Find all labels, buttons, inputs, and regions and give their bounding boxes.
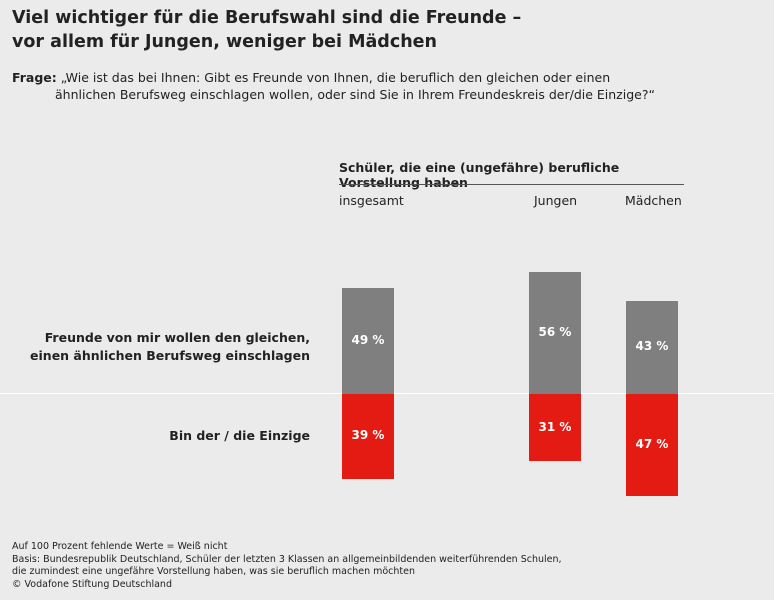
bar-einzige-maedchen — [626, 394, 678, 496]
footer-notes: Auf 100 Prozent fehlende Werte = Weiß ni… — [12, 541, 752, 591]
series-label-einzige: Bin der / die Einzige — [169, 427, 310, 445]
series-label-freunde-line-2: einen ähnlichen Berufsweg einschlagen — [30, 348, 310, 363]
value-label-einzige-jungen: 31 % — [538, 419, 572, 434]
column-label-jungen: Jungen — [534, 193, 578, 208]
footer-line-2: Basis: Bundesrepublik Deutschland, Schül… — [12, 553, 562, 565]
bar-einzige-insgesamt — [342, 394, 394, 479]
question-label: Frage: — [12, 70, 57, 85]
value-label-freunde-maedchen: 43 % — [635, 339, 669, 354]
bar-freunde-maedchen — [626, 300, 678, 394]
column-label-maedchen: Mädchen — [625, 193, 682, 208]
bar-freunde-insgesamt — [342, 287, 394, 394]
question-text: Frage: „Wie ist das bei Ihnen: Gibt es F… — [12, 69, 752, 103]
question-line-2: ähnlichen Berufsweg einschlagen wollen, … — [55, 87, 655, 102]
series-label-freunde-line-1: Freunde von mir wollen den gleichen, — [44, 330, 310, 345]
column-label-insgesamt: insgesamt — [339, 193, 404, 208]
value-label-freunde-insgesamt: 49 % — [351, 332, 385, 347]
chart-title-line-2: vor allem für Jungen, weniger bei Mädche… — [12, 32, 437, 52]
footer-line-1: Auf 100 Prozent fehlende Werte = Weiß ni… — [12, 541, 228, 552]
series-label-freunde: Freunde von mir wollen den gleichen, ein… — [30, 329, 310, 365]
value-label-einzige-maedchen: 47 % — [635, 436, 669, 451]
bar-einzige-jungen — [529, 394, 581, 462]
value-label-einzige-insgesamt: 39 % — [351, 428, 385, 443]
footer-line-4: © Vodafone Stiftung Deutschland — [12, 578, 172, 590]
group-header: Schüler, die eine (ungefähre) berufliche… — [339, 160, 620, 190]
group-header-rule — [339, 184, 684, 185]
bar-freunde-jungen — [529, 272, 581, 394]
question-line-1: „Wie ist das bei Ihnen: Gibt es Freunde … — [60, 70, 611, 85]
footer-line-3: die zumindest eine ungefähre Vorstellung… — [12, 566, 416, 577]
chart-title-line-1: Viel wichtiger für die Berufswahl sind d… — [12, 8, 522, 28]
chart-title: Viel wichtiger für die Berufswahl sind d… — [12, 6, 712, 54]
value-label-freunde-jungen: 56 % — [538, 325, 572, 340]
series-label-einzige-line-1: Bin der / die Einzige — [169, 428, 310, 443]
